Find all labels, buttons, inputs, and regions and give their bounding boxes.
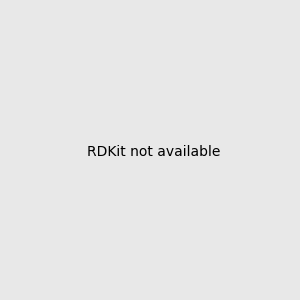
Text: RDKit not available: RDKit not available [87,145,220,158]
